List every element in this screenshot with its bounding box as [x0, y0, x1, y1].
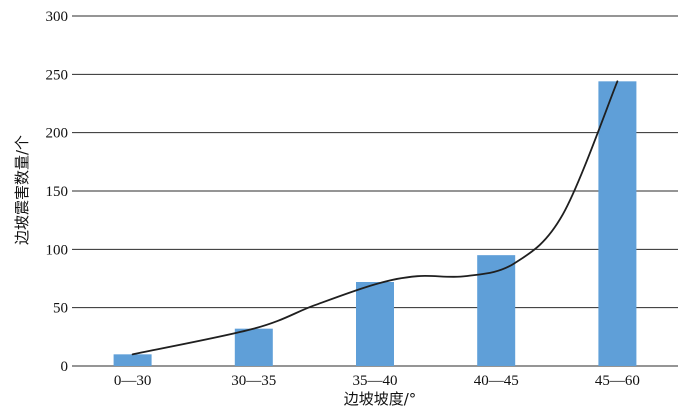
x-tick-label: 45—60	[595, 373, 640, 389]
bar-1	[234, 328, 273, 366]
grid-layer	[72, 15, 678, 367]
y-tick-label: 300	[46, 9, 69, 25]
bar-4	[598, 81, 637, 366]
y-tick-label: 0	[61, 359, 69, 375]
x-tick-label: 0—30	[114, 373, 152, 389]
y-tick-label: 100	[46, 242, 69, 258]
y-axis-title: 边坡震害数量/个	[13, 135, 31, 245]
bar-2	[356, 282, 394, 366]
x-axis-title: 边坡坡度/°	[344, 390, 417, 408]
y-tick-label: 150	[46, 184, 69, 200]
x-tick-label: 35—40	[353, 373, 398, 389]
x-axis-ticks: 0—30 30—35 35—40 40—45 45—60	[114, 373, 640, 389]
x-tick-label: 40—45	[474, 373, 519, 389]
x-tick-label: 30—35	[231, 373, 276, 389]
y-tick-label: 250	[46, 67, 69, 83]
trend-line	[131, 80, 619, 356]
y-tick-label: 50	[53, 301, 68, 317]
y-tick-label: 200	[46, 126, 69, 142]
y-axis-ticks: 0 50 100 150 200 250 300	[46, 9, 69, 375]
bar-0	[113, 354, 152, 366]
